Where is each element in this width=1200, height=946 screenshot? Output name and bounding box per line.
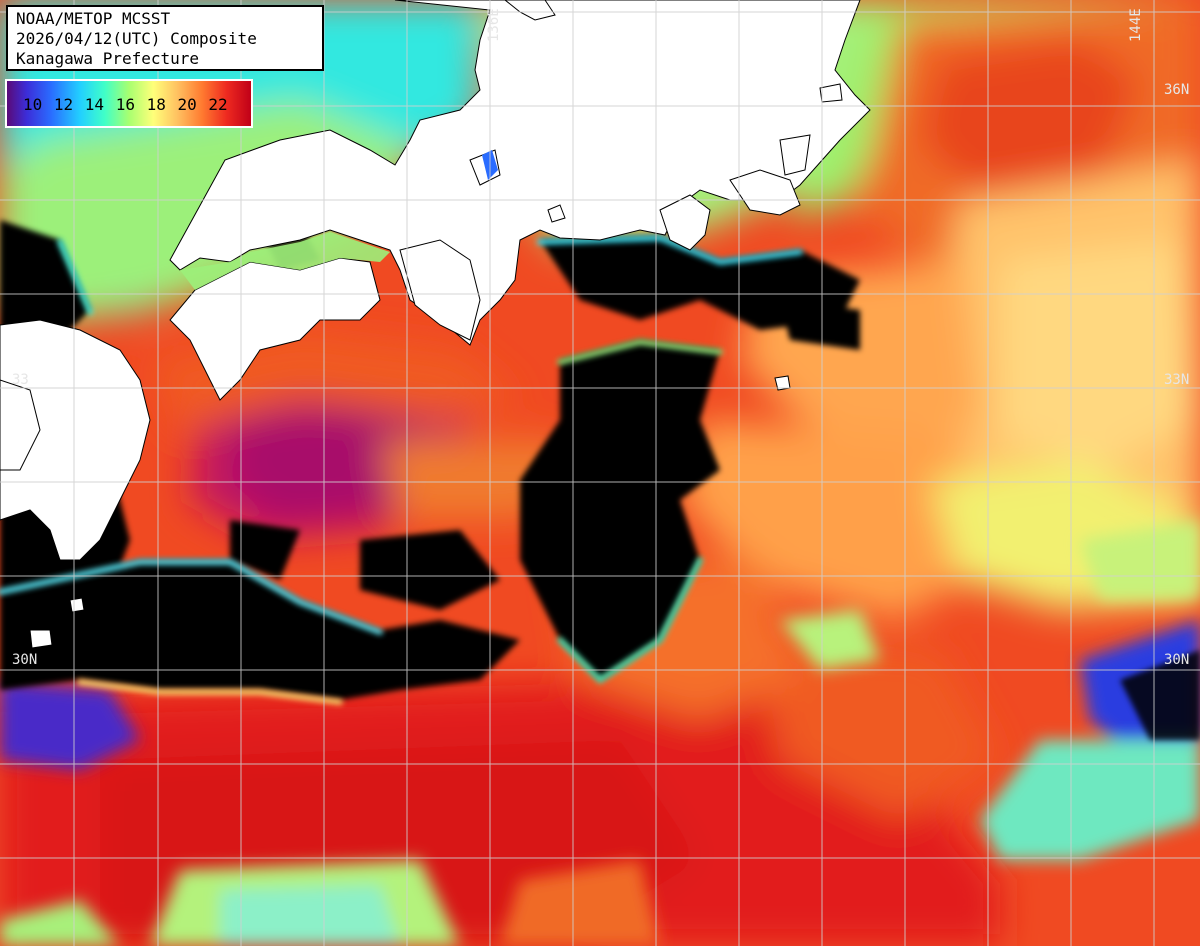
lat-label-33-left: 33 xyxy=(12,372,29,388)
title-line-3: Kanagawa Prefecture xyxy=(16,49,200,68)
lon-label-136e: 136E xyxy=(486,8,502,42)
cold-patches xyxy=(0,520,1200,946)
lat-label-36n-right: 36N xyxy=(1164,82,1190,98)
title-line-1: NOAA/METOP MCSST xyxy=(16,9,171,28)
inland-sea xyxy=(180,232,390,290)
title-box: NOAA/METOP MCSST 2026/04/12(UTC) Composi… xyxy=(6,5,324,71)
title-line-2: 2026/04/12(UTC) Composite xyxy=(16,29,257,48)
lat-label-33n-right: 33N xyxy=(1164,372,1190,388)
lat-label-30n-left: 30N xyxy=(12,652,38,668)
legend-labels: 10 12 14 16 18 20 22 xyxy=(23,95,228,114)
lon-label-144e: 144E xyxy=(1128,8,1144,42)
lat-label-30n-right: 30N xyxy=(1164,652,1190,668)
temperature-legend: 10 12 14 16 18 20 22 xyxy=(5,79,253,128)
